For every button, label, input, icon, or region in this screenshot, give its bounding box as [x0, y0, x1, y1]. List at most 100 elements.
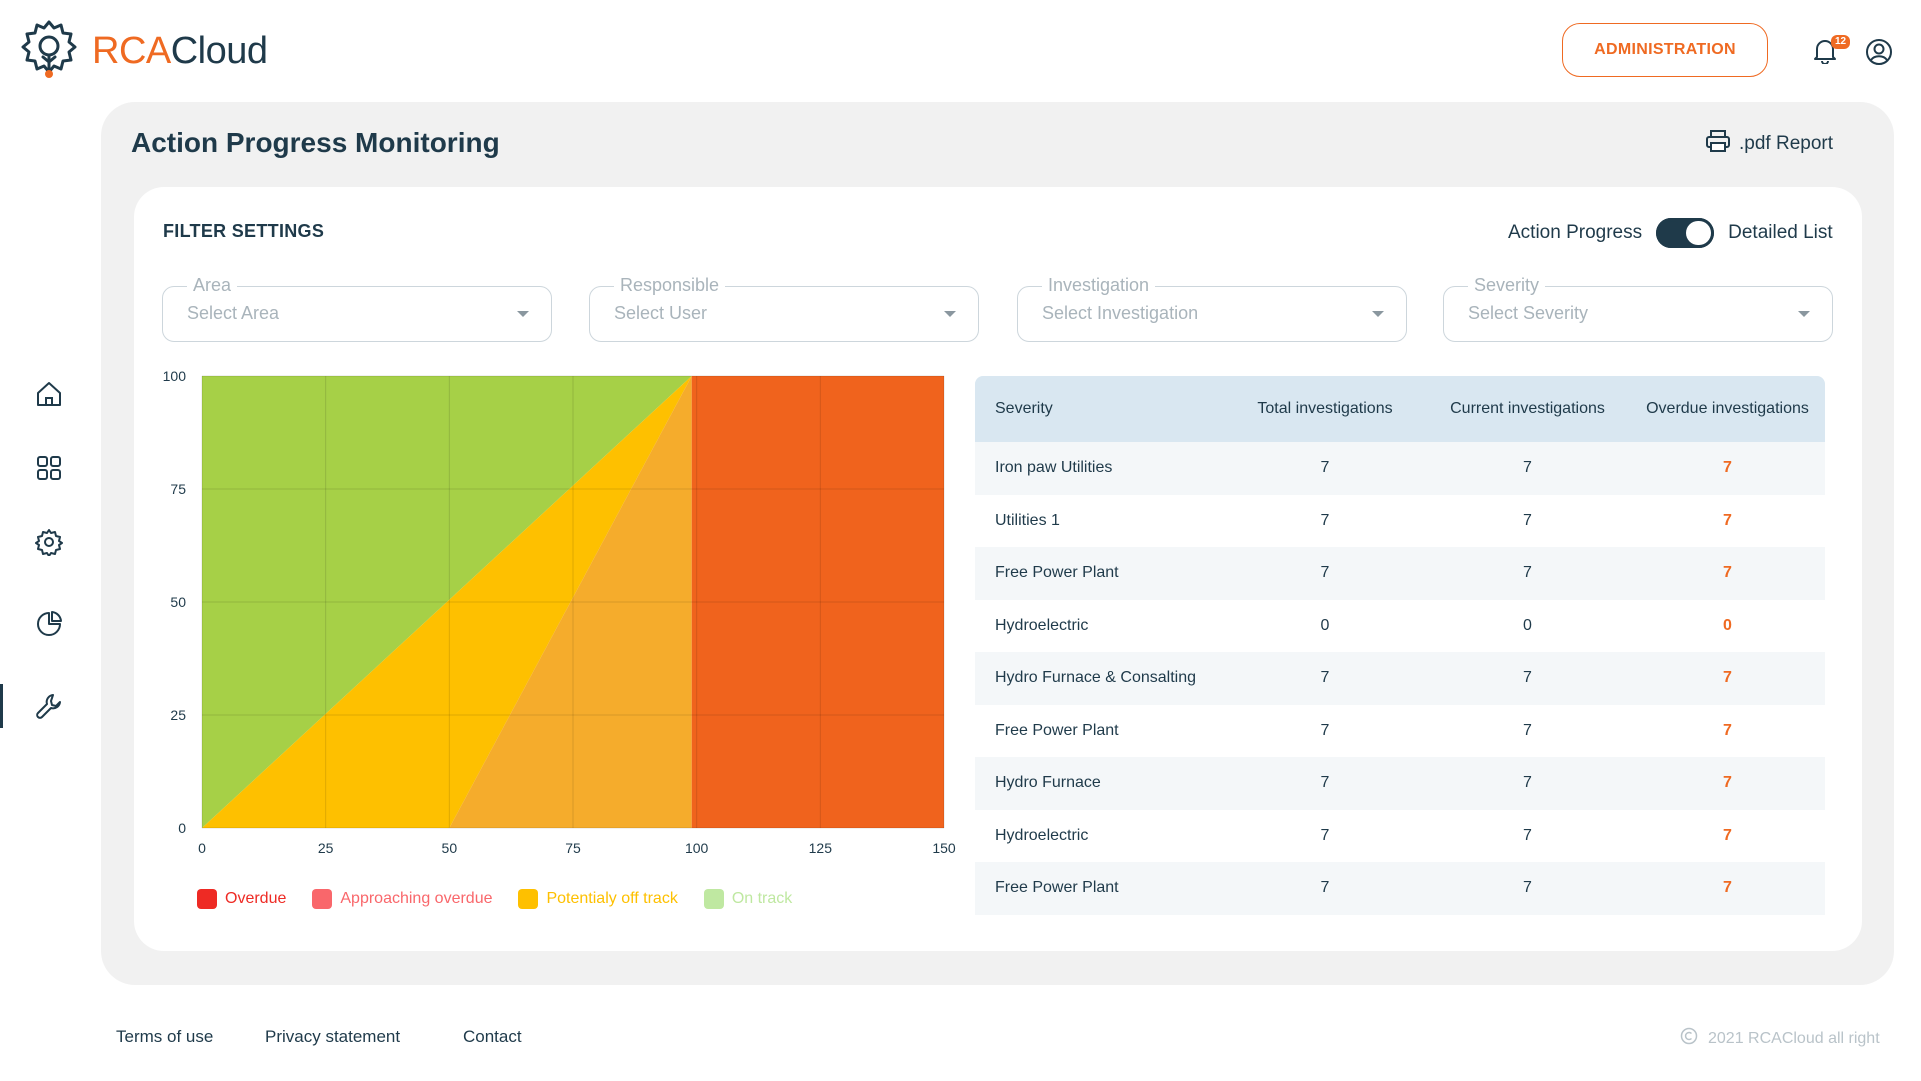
x-tick-label: 25	[318, 840, 334, 856]
bell-icon[interactable]	[1813, 38, 1837, 69]
table-cell: 7	[1320, 826, 1330, 844]
table-cell: Iron paw Utilities	[995, 459, 1113, 477]
table-row[interactable]: Iron paw Utilities 7 7 7	[975, 442, 1825, 495]
table-cell: Hydro Furnace & Consalting	[995, 669, 1196, 687]
table-cell: 7	[1523, 774, 1532, 792]
terms-link[interactable]: Terms of use	[116, 1027, 214, 1046]
table-row[interactable]: Hydroelectric 0 0 0	[975, 600, 1825, 653]
gear-tree-logo-icon	[18, 18, 80, 85]
chart-region-overdue	[691, 376, 944, 828]
responsible-select-label: Responsible	[614, 275, 726, 296]
table-cell: Hydroelectric	[995, 616, 1089, 634]
table-cell: 7	[1723, 879, 1732, 897]
toggle-left-label: Action Progress	[1508, 222, 1643, 243]
x-tick-label: 150	[932, 840, 956, 856]
table-cell: 7	[1723, 669, 1732, 687]
legend-item-overdue: Overdue	[197, 889, 286, 909]
y-tick-label: 50	[170, 594, 186, 610]
table-row[interactable]: Free Power Plant 7 7 7	[975, 705, 1825, 758]
notification-badge: 12	[1831, 35, 1851, 49]
x-tick-label: 0	[198, 840, 206, 856]
severity-select-label: Severity	[1468, 275, 1546, 296]
header-total: Total investigations	[1257, 400, 1393, 417]
table-cell: 7	[1523, 879, 1532, 897]
privacy-link[interactable]: Privacy statement	[265, 1027, 401, 1046]
chevron-down-icon	[1798, 311, 1810, 317]
y-tick-label: 0	[178, 820, 186, 836]
chart-legend: Overdue Approaching overdue Potentialy off…	[197, 889, 792, 909]
severity-table: Severity Total investigations Current in…	[975, 376, 1825, 915]
sidebar-active-indicator	[0, 684, 3, 728]
table-cell: 7	[1723, 511, 1732, 529]
table-cell: 0	[1523, 616, 1532, 634]
table-row[interactable]: Free Power Plant 7 7 7	[975, 862, 1825, 915]
chart-region-potentialy-off-track	[202, 376, 692, 828]
table-cell: Free Power Plant	[995, 721, 1119, 739]
table-cell: 7	[1320, 564, 1330, 582]
pie-chart-icon[interactable]	[35, 610, 63, 643]
header-current: Current investigations	[1450, 400, 1605, 417]
table-row[interactable]: Hydro Furnace & Consalting 7 7 7	[975, 652, 1825, 705]
table-cell: 7	[1320, 459, 1330, 477]
chevron-down-icon	[944, 311, 956, 317]
copyright-text: 2021 RCACloud all right	[1708, 1029, 1880, 1047]
chevron-down-icon	[1372, 311, 1384, 317]
x-tick-label: 50	[442, 840, 458, 856]
table-cell: 7	[1723, 564, 1732, 582]
table-cell: Utilities 1	[995, 511, 1060, 529]
legend-item-on-track: On track	[703, 889, 793, 909]
table-cell: Hydroelectric	[995, 826, 1089, 844]
page-title: Action Progress Monitoring	[131, 127, 500, 158]
contact-link[interactable]: Contact	[463, 1027, 522, 1046]
grid-icon[interactable]	[35, 454, 63, 487]
legend-swatch	[518, 889, 539, 909]
severity-select[interactable]: Severity Select Severity	[1443, 275, 1833, 342]
responsible-select[interactable]: Responsible Select User	[589, 275, 979, 342]
printer-icon	[1705, 129, 1731, 159]
table-cell: 7	[1723, 459, 1732, 477]
investigation-select-label: Investigation	[1042, 275, 1156, 296]
severity-select-placeholder: Select Severity	[1468, 303, 1589, 323]
legend-label: Overdue	[225, 890, 287, 907]
investigation-select[interactable]: Investigation Select Investigation	[1017, 275, 1407, 342]
table-row[interactable]: Hydro Furnace 7 7 7	[975, 757, 1825, 810]
area-select[interactable]: Area Select Area	[162, 275, 552, 342]
pdf-report-button[interactable]: .pdf Report	[1705, 129, 1833, 159]
table-row[interactable]: Hydroelectric 7 7 7	[975, 810, 1825, 863]
filter-settings-title: FILTER SETTINGS	[163, 221, 325, 241]
brand-logo[interactable]: RCACloud	[18, 18, 268, 85]
table-cell: Hydro Furnace	[995, 774, 1101, 792]
table-cell: Free Power Plant	[995, 564, 1119, 582]
administration-button[interactable]: ADMINISTRATION	[1562, 23, 1768, 77]
chevron-down-icon	[517, 311, 529, 317]
gear-icon[interactable]	[35, 528, 63, 561]
table-cell: 7	[1320, 774, 1330, 792]
responsible-select-placeholder: Select User	[614, 303, 708, 323]
view-toggle-switch[interactable]	[1656, 218, 1715, 248]
legend-label: Potentialy off track	[546, 890, 678, 907]
table-cell: 7	[1523, 511, 1532, 529]
table-row[interactable]: Free Power Plant 7 7 7	[975, 547, 1825, 600]
copyright: 2021 RCACloud all right	[1680, 1027, 1880, 1050]
progress-chart: 0 25 50 75 100 125 150 0 25 50 75 100	[163, 368, 956, 856]
legend-swatch	[703, 889, 724, 909]
wrench-icon[interactable]	[35, 692, 63, 725]
investigation-select-placeholder: Select Investigation	[1042, 303, 1199, 323]
x-tick-label: 125	[809, 840, 833, 856]
table-cell: 7	[1320, 721, 1330, 739]
table-cell: 7	[1523, 721, 1532, 739]
header-overdue: Overdue investigations	[1646, 400, 1809, 417]
view-toggle[interactable]: Action Progress Detailed List	[1508, 218, 1833, 248]
copyright-icon	[1680, 1027, 1698, 1050]
area-select-label: Area	[187, 275, 238, 296]
area-select-placeholder: Select Area	[187, 303, 280, 323]
legend-label: On track	[731, 890, 793, 907]
toggle-right-label: Detailed List	[1728, 222, 1833, 243]
y-tick-label: 25	[170, 707, 186, 723]
user-account-icon[interactable]	[1865, 38, 1893, 71]
table-cell: 7	[1523, 669, 1532, 687]
table-row[interactable]: Utilities 1 7 7 7	[975, 495, 1825, 548]
table-cell: 7	[1523, 564, 1532, 582]
table-cell: 7	[1320, 879, 1330, 897]
home-icon[interactable]	[35, 380, 63, 413]
